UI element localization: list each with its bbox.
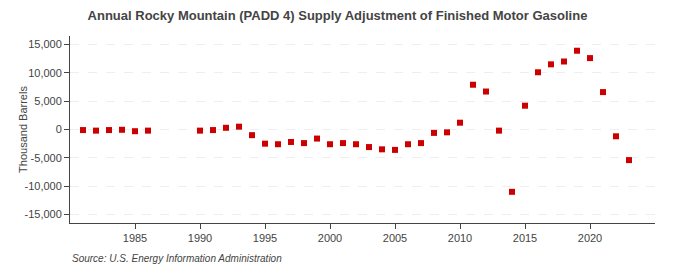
svg-text:-5,000: -5,000 (31, 152, 62, 164)
svg-text:10,000: 10,000 (28, 67, 62, 79)
svg-text:Thousand Barrels: Thousand Barrels (17, 86, 29, 173)
svg-text:0: 0 (56, 123, 62, 135)
svg-text:1995: 1995 (253, 232, 277, 244)
svg-text:2005: 2005 (383, 232, 407, 244)
svg-text:15,000: 15,000 (28, 38, 62, 50)
svg-text:1985: 1985 (123, 232, 147, 244)
svg-text:-15,000: -15,000 (24, 208, 61, 220)
svg-text:-10,000: -10,000 (24, 180, 61, 192)
svg-text:2000: 2000 (318, 232, 342, 244)
svg-text:1990: 1990 (188, 232, 212, 244)
svg-text:2020: 2020 (578, 232, 602, 244)
svg-text:Source: U.S. Energy Informatio: Source: U.S. Energy Information Administ… (72, 253, 282, 264)
svg-text:5,000: 5,000 (34, 95, 62, 107)
svg-text:2010: 2010 (448, 232, 472, 244)
svg-text:Annual Rocky Mountain (PADD 4): Annual Rocky Mountain (PADD 4) Supply Ad… (88, 8, 588, 23)
svg-text:2015: 2015 (513, 232, 537, 244)
